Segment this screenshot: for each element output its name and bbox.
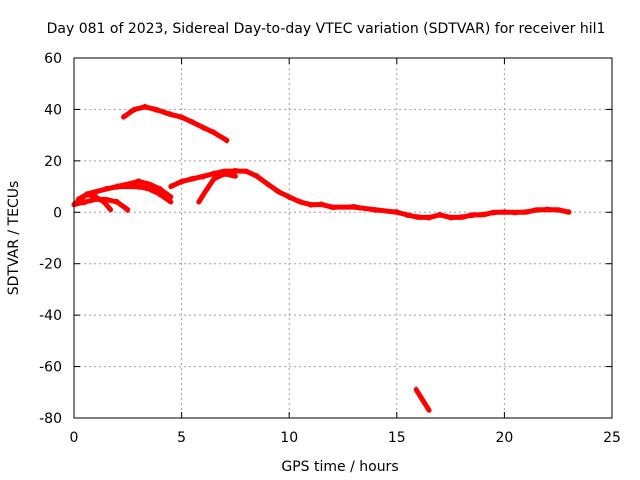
x-tick-label: 0 <box>70 430 79 446</box>
series-texture-arc-7 <box>197 173 237 202</box>
series-texture-arc-6 <box>169 168 571 221</box>
plot-frame <box>73 57 613 419</box>
series-texture-arc-3 <box>76 193 113 210</box>
ticks: 0 5 10 15 20 25 -80 -60 -40 -20 0 20 40 60 <box>39 51 621 446</box>
series-layer <box>71 103 572 413</box>
x-tick-label: 15 <box>388 430 406 446</box>
y-tick-label: -60 <box>39 360 62 376</box>
y-tick-label: 60 <box>44 51 62 67</box>
grid <box>74 58 612 418</box>
series-texture-arc-8 <box>414 386 431 411</box>
y-axis-title: SDTVAR / TECUs <box>6 181 22 296</box>
y-tick-label: 0 <box>53 205 62 221</box>
x-tick-label: 20 <box>495 430 513 446</box>
series-line-arc-5 <box>121 104 230 143</box>
x-tick-label: 5 <box>177 430 186 446</box>
chart-title: Day 081 of 2023, Sidereal Day-to-day VTE… <box>47 21 606 37</box>
x-tick-label: 25 <box>603 430 621 446</box>
y-tick-label: 20 <box>44 154 62 170</box>
y-tick-label: -40 <box>39 308 62 324</box>
x-tick-label: 10 <box>280 430 298 446</box>
y-tick-label: -20 <box>39 257 62 273</box>
series-texture-arc-4 <box>115 178 173 200</box>
y-tick-label: -80 <box>39 411 62 427</box>
series-texture-arc-5 <box>122 103 229 144</box>
y-tick-label: 40 <box>44 102 62 118</box>
x-axis-title: GPS time / hours <box>281 459 398 475</box>
